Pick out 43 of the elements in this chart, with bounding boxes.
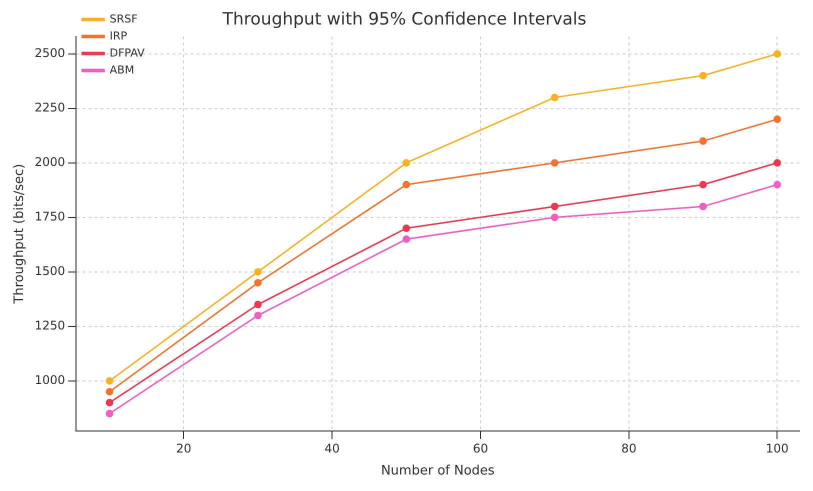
- legend-label: DFPAV: [110, 46, 146, 60]
- point: [699, 180, 707, 188]
- point: [254, 279, 262, 287]
- chart-title: Throughput with 95% Confidence Intervals: [222, 10, 587, 30]
- point: [402, 180, 410, 188]
- point: [773, 159, 781, 167]
- x-tick-label: 20: [176, 441, 192, 456]
- y-tick-label: 1250: [34, 318, 66, 332]
- legend-label: ABM: [110, 63, 134, 76]
- y-tick-label: 2500: [34, 46, 66, 60]
- y-tick-label: 1000: [34, 372, 66, 387]
- point: [254, 268, 262, 276]
- point: [550, 214, 558, 222]
- point: [773, 180, 781, 188]
- point: [699, 202, 707, 210]
- y-tick-label: 1750: [34, 209, 66, 224]
- point: [699, 137, 707, 145]
- point: [106, 410, 114, 418]
- y-axis-title: Throughput (bits/sec): [12, 164, 28, 305]
- point: [402, 224, 410, 232]
- point: [106, 388, 114, 396]
- x-tick-label: 100: [766, 441, 789, 456]
- point: [402, 235, 410, 243]
- legend-label: SRSF: [110, 12, 138, 26]
- y-tick-label: 2000: [34, 154, 66, 169]
- point: [550, 202, 558, 210]
- x-tick-label: 80: [621, 441, 636, 456]
- point: [550, 159, 558, 167]
- x-tick-label: 60: [472, 441, 488, 456]
- y-tick-label: 1500: [34, 264, 66, 278]
- point: [699, 72, 707, 80]
- point: [106, 377, 114, 385]
- y-tick-label: 2250: [34, 100, 66, 114]
- x-tick-label: 40: [324, 441, 340, 456]
- point: [254, 300, 262, 308]
- x-axis-title: Number of Nodes: [380, 464, 495, 479]
- point: [106, 398, 114, 406]
- legend-label: IRP: [110, 29, 128, 42]
- point: [254, 312, 262, 320]
- point: [550, 94, 558, 102]
- point: [402, 159, 410, 167]
- point: [773, 50, 781, 58]
- point: [773, 115, 781, 123]
